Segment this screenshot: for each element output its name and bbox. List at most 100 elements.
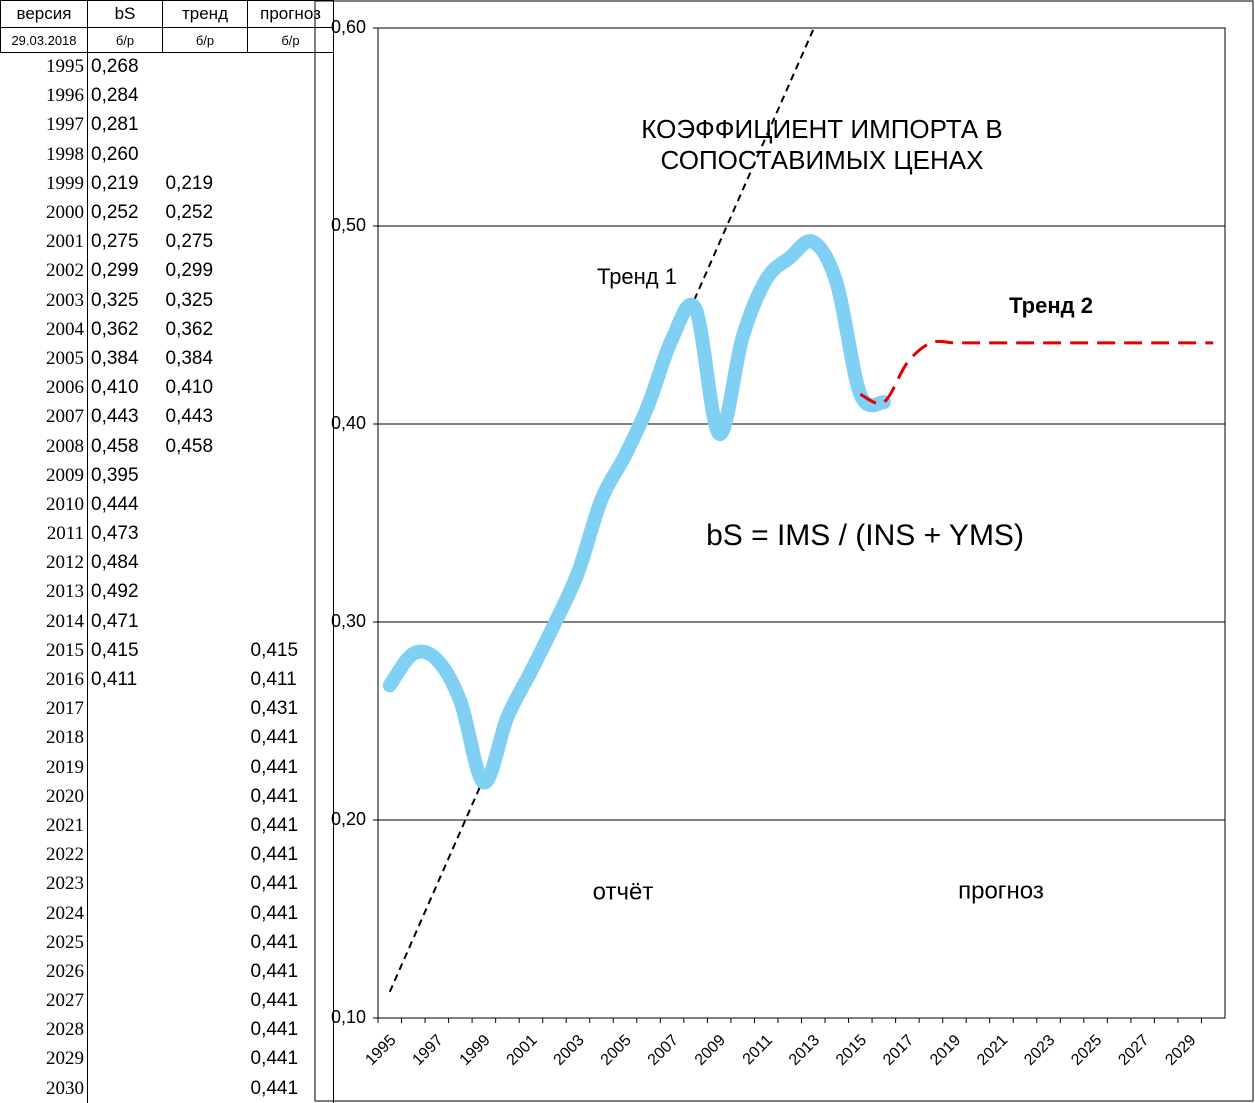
table-cell: 0,441	[247, 986, 334, 1016]
table-cell: 2015	[0, 636, 88, 666]
table-row: 2025 0,441	[0, 928, 334, 958]
table-row: 2004 0,362 0,362	[0, 315, 334, 345]
x-tick-label: 2009	[692, 1032, 729, 1069]
table-cell: 2011	[0, 519, 88, 549]
trend-series	[483, 308, 697, 783]
table-cell: 0,219	[91, 172, 139, 194]
table-cell: 1995	[0, 52, 88, 82]
table-cell	[247, 315, 334, 345]
line-series	[382, 234, 891, 790]
x-tick-label: 1999	[456, 1032, 493, 1069]
table-cell	[247, 607, 334, 637]
table-cell: 0,441	[247, 869, 334, 899]
table-cell: 0,284	[91, 85, 139, 107]
table-cell: 0,252	[91, 202, 139, 224]
table-cell: 0,471	[91, 610, 139, 632]
table-cell	[247, 198, 334, 228]
table-cell: 0,299	[91, 260, 139, 282]
table-cell: 0,395	[91, 464, 139, 486]
table-row: 2010 0,444	[0, 490, 334, 520]
table-cell: 0,260	[91, 143, 139, 165]
table-cell: 0,411	[247, 665, 334, 695]
y-tick-label: 0,20	[331, 809, 366, 829]
table-row: 2012 0,484	[0, 548, 334, 578]
table-cell: 2019	[0, 753, 88, 783]
table-cell: 0,443	[165, 406, 214, 428]
table-row: 2020 0,441	[0, 782, 334, 812]
table-cell	[247, 402, 334, 432]
table-cell: 2029	[0, 1044, 88, 1075]
table-cell	[247, 548, 334, 578]
x-tick-label: 2019	[927, 1032, 964, 1069]
table-cell: bS	[87, 0, 163, 28]
table-cell: 0,441	[247, 811, 334, 841]
table-row: 1998 0,260	[0, 140, 334, 170]
table-cell: б/р	[247, 27, 334, 53]
table-cell: 0,444	[91, 493, 139, 515]
table-row: 2021 0,441	[0, 811, 334, 841]
table-cell	[247, 140, 334, 170]
table-cell: 2021	[0, 811, 88, 841]
forecast-series	[859, 339, 1214, 405]
table-cell: 2001	[0, 227, 88, 257]
table-cell: 0,441	[247, 1015, 334, 1045]
table-row: 2018 0,441	[0, 723, 334, 753]
table-cell: 0,484	[91, 552, 139, 574]
table-row: 2015 0,415 0,415	[0, 636, 334, 666]
table-cell: 0,441	[247, 928, 334, 958]
table-row: 2003 0,325 0,325	[0, 286, 334, 316]
table-row: 2011 0,473	[0, 519, 334, 549]
table-cell: 0,492	[91, 581, 139, 603]
table-row: 2023 0,441	[0, 869, 334, 899]
table-cell: 0,441	[247, 723, 334, 753]
table-cell: 2013	[0, 577, 88, 608]
table-row: 2014 0,471	[0, 607, 334, 637]
table-cell	[247, 519, 334, 549]
table-cell: 0,362	[91, 318, 139, 340]
table-row: 2030 0,441	[0, 1074, 334, 1103]
table-row: 1995 0,268	[0, 52, 334, 82]
table-cell	[247, 81, 334, 111]
table-cell: 0,431	[247, 694, 334, 724]
table-cell: 0,441	[247, 1044, 334, 1075]
table-row: 2001 0,275 0,275	[0, 227, 334, 257]
table-cell: прогноз	[247, 0, 334, 28]
x-tick-label: 2013	[786, 1032, 823, 1069]
table-cell: 1996	[0, 81, 88, 111]
table-row: 2005 0,384 0,384	[0, 344, 334, 374]
x-tick-label: 2011	[740, 1032, 776, 1068]
table-cell: 0,441	[247, 753, 334, 783]
table-row: 2026 0,441	[0, 957, 334, 987]
x-tick-label: 2025	[1068, 1032, 1105, 1069]
x-tick-label: 2007	[645, 1032, 682, 1069]
x-tick-label: 2017	[880, 1032, 917, 1069]
table-cell: 0,415	[91, 639, 139, 661]
table-cell	[247, 52, 334, 82]
table-cell: 2014	[0, 607, 88, 637]
y-tick-label: 0,60	[331, 17, 366, 37]
table-cell: 1997	[0, 110, 88, 141]
table-row: 2002 0,299 0,299	[0, 256, 334, 286]
table-cell: 2003	[0, 286, 88, 316]
table-cell: 2025	[0, 928, 88, 958]
table-cell: 0,384	[165, 347, 214, 369]
y-tick-label: 0,50	[331, 215, 366, 235]
table-row: 2000 0,252 0,252	[0, 198, 334, 228]
table-cell: 0,473	[91, 523, 139, 545]
table-cell: 0,415	[247, 636, 334, 666]
table-cell	[247, 344, 334, 374]
table-cell	[247, 169, 334, 199]
table-cell: 2026	[0, 957, 88, 987]
table-cell: 0,411	[91, 669, 138, 691]
x-tick-label: 2027	[1115, 1032, 1152, 1069]
table-cell: 0,325	[91, 289, 139, 311]
table-row: 2016 0,411 0,411	[0, 665, 334, 695]
table-cell: 1998	[0, 140, 88, 170]
table-cell: 0,441	[247, 840, 334, 870]
chart-title: КОЭФФИЦИЕНТ ИМПОРТА В СОПОСТАВИМЫХ ЦЕНАХ	[641, 114, 1003, 175]
annotation: отчёт	[593, 878, 654, 905]
x-tick-label: 2023	[1021, 1032, 1058, 1069]
data-table: версия bS тренд прогноз 29.03.2018 б/р б/р б/р 1…	[0, 0, 334, 1103]
table-cell: 2008	[0, 431, 88, 462]
table-cell: 0,268	[91, 56, 139, 78]
